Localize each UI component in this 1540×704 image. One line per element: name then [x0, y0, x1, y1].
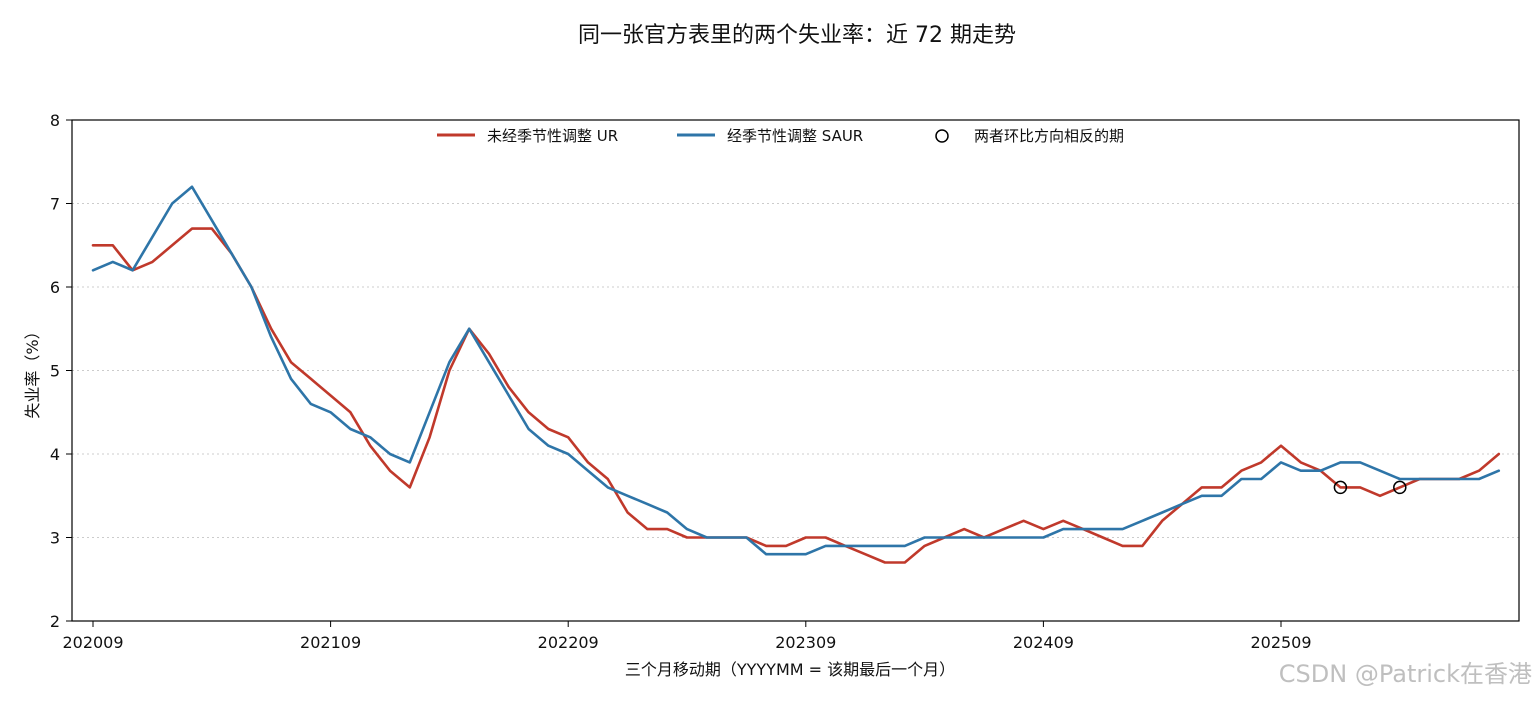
x-axis: 202009 202109 202209 202309 202409 202509	[62, 621, 1312, 652]
series-line-saur	[91, 185, 1501, 556]
y-tick-label: 5	[50, 362, 60, 381]
watermark-text: CSDN @Patrick在香港	[1279, 660, 1532, 688]
grid-lines	[72, 203, 1519, 538]
y-axis: 2 3 4 5 6 7 8	[50, 111, 72, 631]
y-tick-label: 3	[50, 529, 60, 548]
y-tick-label: 8	[50, 111, 60, 130]
divergence-marker	[1393, 480, 1407, 495]
legend-label-ur: 未经季节性调整 UR	[487, 127, 618, 145]
x-tick-label: 202009	[62, 633, 123, 652]
y-tick-label: 7	[50, 195, 60, 214]
series-lines	[91, 185, 1501, 564]
legend: 未经季节性调整 UR 经季节性调整 SAUR 两者环比方向相反的期	[437, 127, 1124, 145]
x-tick-label: 202109	[300, 633, 361, 652]
x-axis-label: 三个月移动期（YYYYMM = 该期最后一个月）	[625, 660, 955, 679]
chart-title: 同一张官方表里的两个失业率：近 72 期走势	[578, 23, 1016, 48]
x-tick-label: 202209	[538, 633, 599, 652]
y-tick-label: 4	[50, 445, 60, 464]
x-tick-label: 202409	[1013, 633, 1074, 652]
y-tick-label: 2	[50, 612, 60, 631]
y-tick-label: 6	[50, 278, 60, 297]
legend-label-divergence: 两者环比方向相反的期	[974, 127, 1124, 145]
divergence-marker	[1333, 480, 1348, 495]
divergence-markers	[1333, 480, 1407, 495]
y-axis-label: 失业率（%）	[23, 323, 42, 418]
series-line-ur	[91, 227, 1501, 564]
x-tick-label: 202309	[775, 633, 836, 652]
legend-marker-divergence	[935, 129, 949, 143]
x-tick-label: 202509	[1250, 633, 1311, 652]
legend-label-saur: 经季节性调整 SAUR	[727, 127, 863, 145]
